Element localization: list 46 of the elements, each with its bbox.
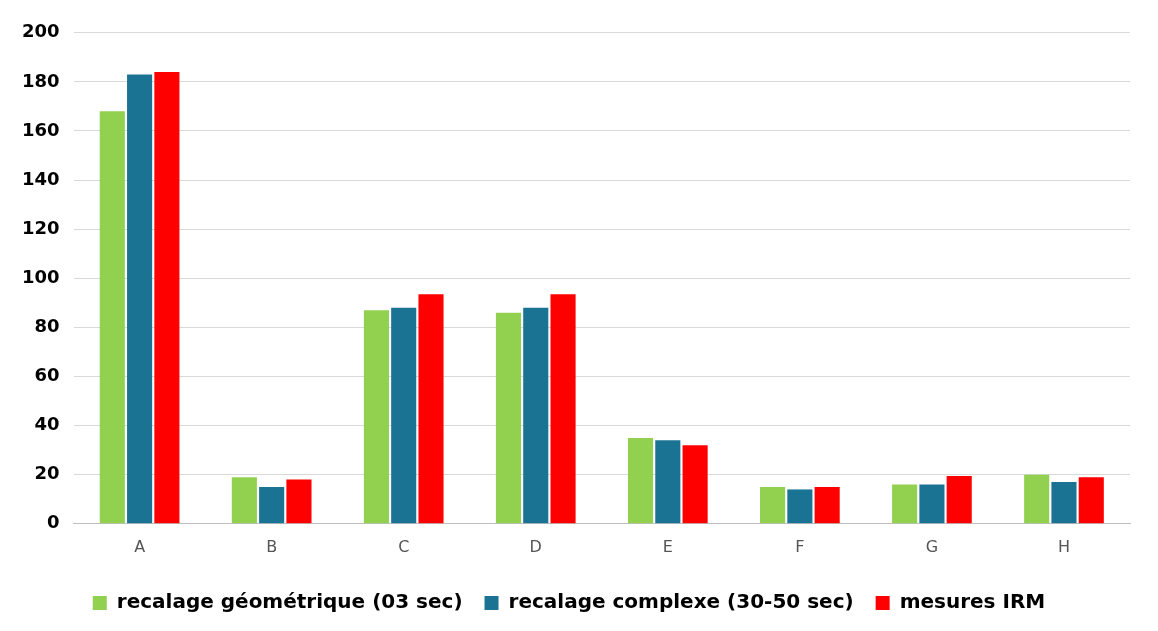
bar [154, 72, 180, 524]
y-tick-label: 140 [22, 167, 60, 189]
bar [363, 310, 389, 524]
bar [627, 437, 654, 524]
bar [892, 484, 918, 524]
bar [1024, 474, 1050, 524]
y-tick-label: 200 [22, 20, 60, 42]
bar [682, 445, 708, 524]
bar [946, 475, 972, 524]
bar [760, 486, 786, 524]
x-tick-label: A [134, 536, 146, 556]
bar [1078, 477, 1104, 524]
bar [655, 440, 681, 524]
bar [259, 486, 285, 524]
x-tick-label: E [662, 536, 673, 556]
bar [787, 489, 813, 524]
bar [523, 307, 549, 524]
legend-label: recalage complexe (30-50 sec) [508, 589, 854, 614]
y-tick-label: 60 [34, 364, 60, 386]
bar [495, 312, 522, 524]
y-tick-label: 0 [47, 511, 60, 533]
x-tick-label: D [529, 536, 542, 556]
x-tick-label: G [925, 536, 939, 556]
x-tick-label: B [266, 536, 278, 556]
bar [127, 74, 153, 524]
x-tick-label: C [398, 536, 410, 556]
bar [550, 294, 576, 524]
legend-label: mesures IRM [899, 589, 1046, 614]
bar [231, 477, 257, 524]
bar [99, 111, 125, 524]
y-tick-label: 120 [22, 216, 60, 238]
y-tick-label: 40 [34, 413, 60, 435]
y-tick-label: 20 [34, 462, 60, 484]
y-tick-label: 180 [22, 69, 60, 91]
bar [1051, 482, 1077, 524]
y-tick-label: 80 [34, 315, 60, 337]
bar [286, 479, 312, 524]
bar [391, 307, 417, 524]
x-tick-label: H [1057, 536, 1070, 556]
bar [418, 294, 444, 524]
bar [919, 484, 945, 524]
y-tick-label: 160 [22, 118, 60, 140]
bar [814, 486, 840, 524]
x-tick-label: F [795, 536, 805, 556]
y-tick-label: 100 [22, 265, 60, 287]
legend-label: recalage géométrique (03 sec) [116, 589, 463, 614]
